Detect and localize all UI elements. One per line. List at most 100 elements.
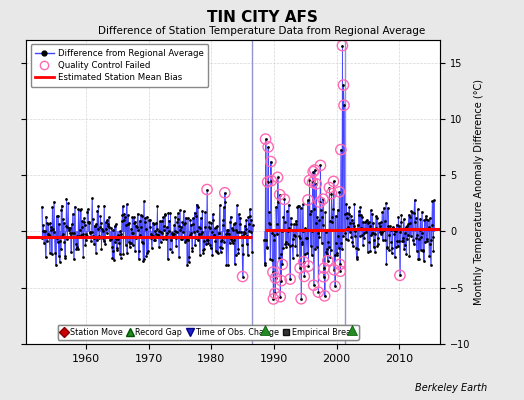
Point (305, 177, 314, 184)
Point (168, 231, 177, 237)
Point (63, 224, 71, 231)
Point (185, 232, 194, 238)
Point (87, 238, 95, 244)
Point (321, 293, 329, 299)
Point (227, 225, 236, 231)
Point (43, 237, 51, 244)
Point (285, 225, 293, 232)
Point (247, 217, 256, 223)
Point (332, 249, 341, 256)
Point (341, 236, 350, 242)
Point (221, 190, 229, 196)
Point (314, 289, 323, 295)
Point (387, 250, 396, 256)
Point (172, 243, 180, 249)
Point (99, 234, 107, 241)
Point (306, 211, 314, 217)
Point (104, 221, 112, 228)
Point (204, 224, 213, 230)
Point (307, 207, 315, 214)
Point (151, 228, 159, 234)
Point (277, 251, 285, 258)
Point (341, 230, 349, 236)
Point (127, 225, 135, 232)
Point (275, 226, 283, 233)
Point (319, 196, 328, 202)
Point (379, 205, 388, 211)
Point (242, 226, 250, 232)
Point (48, 250, 56, 257)
Point (312, 181, 321, 187)
Point (149, 221, 158, 228)
Point (271, 290, 279, 296)
Point (246, 212, 255, 219)
Point (380, 227, 388, 233)
Point (268, 230, 276, 236)
Point (146, 216, 154, 223)
Point (292, 221, 301, 227)
Point (240, 231, 248, 237)
Point (313, 244, 321, 250)
Point (428, 222, 436, 228)
Point (228, 238, 236, 244)
Point (92, 221, 101, 228)
Point (411, 219, 419, 225)
Point (177, 236, 185, 242)
Point (298, 240, 306, 247)
Point (203, 186, 211, 193)
Point (392, 222, 401, 228)
Point (142, 253, 150, 259)
Point (424, 224, 433, 231)
Point (82, 231, 90, 238)
Point (304, 197, 312, 203)
Point (204, 239, 212, 246)
Point (400, 230, 409, 236)
Point (94, 203, 103, 210)
Point (102, 226, 111, 233)
Point (275, 255, 283, 262)
Point (413, 232, 421, 238)
Point (389, 227, 398, 234)
Point (345, 220, 354, 226)
Point (69, 234, 78, 240)
Point (224, 227, 233, 234)
Point (174, 216, 182, 223)
Point (303, 250, 311, 256)
Point (262, 237, 270, 243)
Point (340, 102, 348, 108)
Point (96, 224, 104, 230)
Point (357, 212, 365, 218)
Point (358, 214, 366, 220)
Point (225, 240, 234, 246)
Point (359, 219, 367, 226)
Point (347, 217, 356, 224)
Point (80, 219, 88, 225)
Point (179, 208, 188, 214)
Point (236, 220, 244, 227)
Point (67, 233, 75, 239)
Point (333, 206, 342, 213)
Point (314, 289, 323, 295)
Point (337, 245, 346, 252)
Point (191, 234, 200, 241)
Point (397, 219, 405, 225)
Point (244, 252, 252, 258)
Point (59, 231, 68, 237)
Point (133, 210, 141, 217)
Point (323, 246, 332, 253)
Point (354, 212, 363, 218)
Point (57, 246, 65, 252)
Point (194, 237, 202, 244)
Point (199, 246, 207, 253)
Point (76, 207, 84, 214)
Point (351, 232, 359, 239)
Point (115, 232, 124, 239)
Point (178, 236, 186, 242)
Point (50, 198, 58, 205)
Point (105, 214, 113, 220)
Point (336, 146, 345, 153)
Point (428, 198, 436, 204)
Point (310, 206, 319, 212)
Point (311, 167, 319, 173)
Point (377, 230, 385, 237)
